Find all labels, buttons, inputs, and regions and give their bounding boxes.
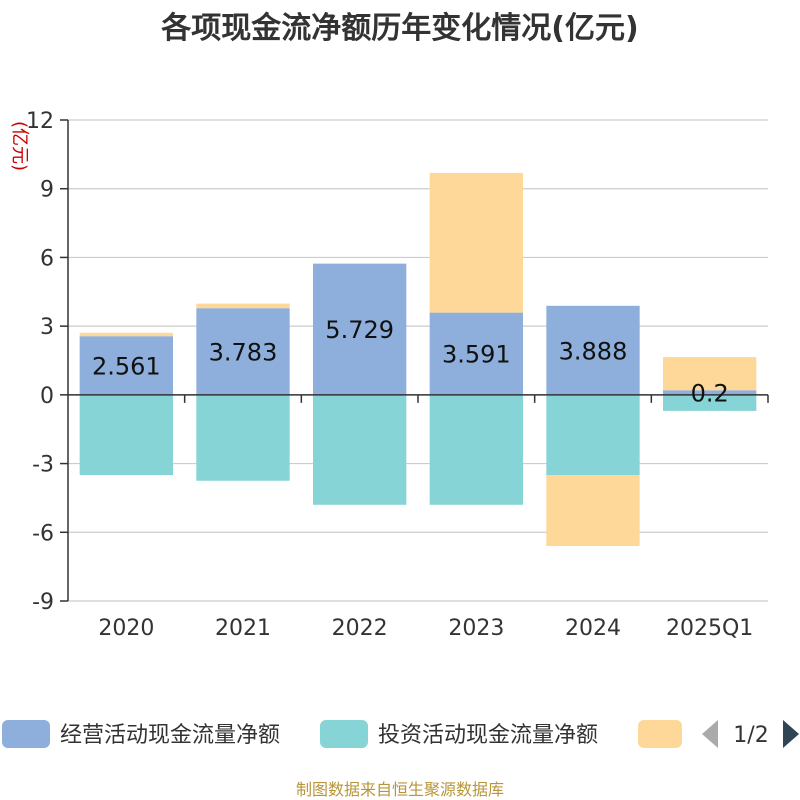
- bar-2-2024: [546, 475, 640, 547]
- bar-1-2022: [313, 394, 407, 505]
- y-tick-label: -3: [32, 453, 54, 478]
- bar-2-2021: [196, 303, 290, 309]
- legend-prev-page-icon[interactable]: [702, 720, 718, 748]
- bar-1-2025Q1: [663, 394, 757, 411]
- y-tick-label: 12: [26, 109, 54, 134]
- legend-label-investing[interactable]: 投资活动现金流量净额: [378, 723, 598, 748]
- bar-0-2022: [313, 263, 407, 395]
- bar-1-2023: [429, 394, 523, 505]
- data-label: 5.729: [325, 316, 394, 344]
- legend-label-operating[interactable]: 经营活动现金流量净额: [60, 723, 280, 748]
- x-tick-label: 2025Q1: [666, 616, 753, 641]
- bars: [79, 172, 757, 547]
- x-tick-label: 2020: [98, 616, 154, 641]
- legend-page-indicator: 1/2: [733, 723, 768, 748]
- x-tick-label: 2024: [565, 616, 621, 641]
- y-tick-label: 3: [40, 315, 54, 340]
- x-tick-label: 2021: [215, 616, 271, 641]
- bar-1-2020: [79, 394, 173, 476]
- y-tick-label: 0: [40, 384, 54, 409]
- legend: 经营活动现金流量净额 投资活动现金流量净额 1/2: [2, 720, 799, 748]
- data-label: 3.783: [209, 339, 278, 367]
- bar-0-2021: [196, 308, 290, 395]
- bar-2-2020: [79, 332, 173, 337]
- data-label: 3.888: [559, 337, 628, 365]
- y-tick-label: -9: [32, 590, 54, 615]
- bar-0-2024: [546, 305, 640, 395]
- legend-swatch-financing[interactable]: [638, 720, 682, 748]
- legend-swatch-investing[interactable]: [320, 720, 368, 748]
- bar-2-2023: [429, 172, 523, 313]
- x-tick-label: 2022: [332, 616, 388, 641]
- bar-1-2021: [196, 394, 290, 481]
- data-label: 0.2: [691, 380, 729, 408]
- bar-0-2025Q1: [663, 390, 757, 395]
- bar-2-2025Q1: [663, 357, 757, 391]
- footer-source: 制图数据来自恒生聚源数据库: [296, 780, 504, 799]
- legend-swatch-operating[interactable]: [2, 720, 50, 748]
- tick-labels: 12 9 6 3 0 -3 -6 -9 2020 2021 2022 2023 2024 2025Q1: [26, 109, 753, 641]
- data-labels: 2.561 3.783 5.729 3.591 3.888 0.2: [92, 316, 729, 407]
- axes: [60, 119, 769, 602]
- bar-0-2020: [79, 336, 173, 395]
- y-tick-label: -6: [32, 521, 54, 546]
- data-label: 2.561: [92, 353, 161, 381]
- legend-next-page-icon[interactable]: [783, 720, 799, 748]
- y-tick-label: 6: [40, 246, 54, 271]
- bar-0-2023: [429, 312, 523, 395]
- x-tick-label: 2023: [448, 616, 504, 641]
- chart-title: 各项现金流净额历年变化情况(亿元): [160, 11, 638, 46]
- data-label: 3.591: [442, 341, 511, 369]
- bar-1-2024: [546, 394, 640, 476]
- y-tick-label: 9: [40, 178, 54, 203]
- y-axis-label: (亿元): [9, 121, 30, 171]
